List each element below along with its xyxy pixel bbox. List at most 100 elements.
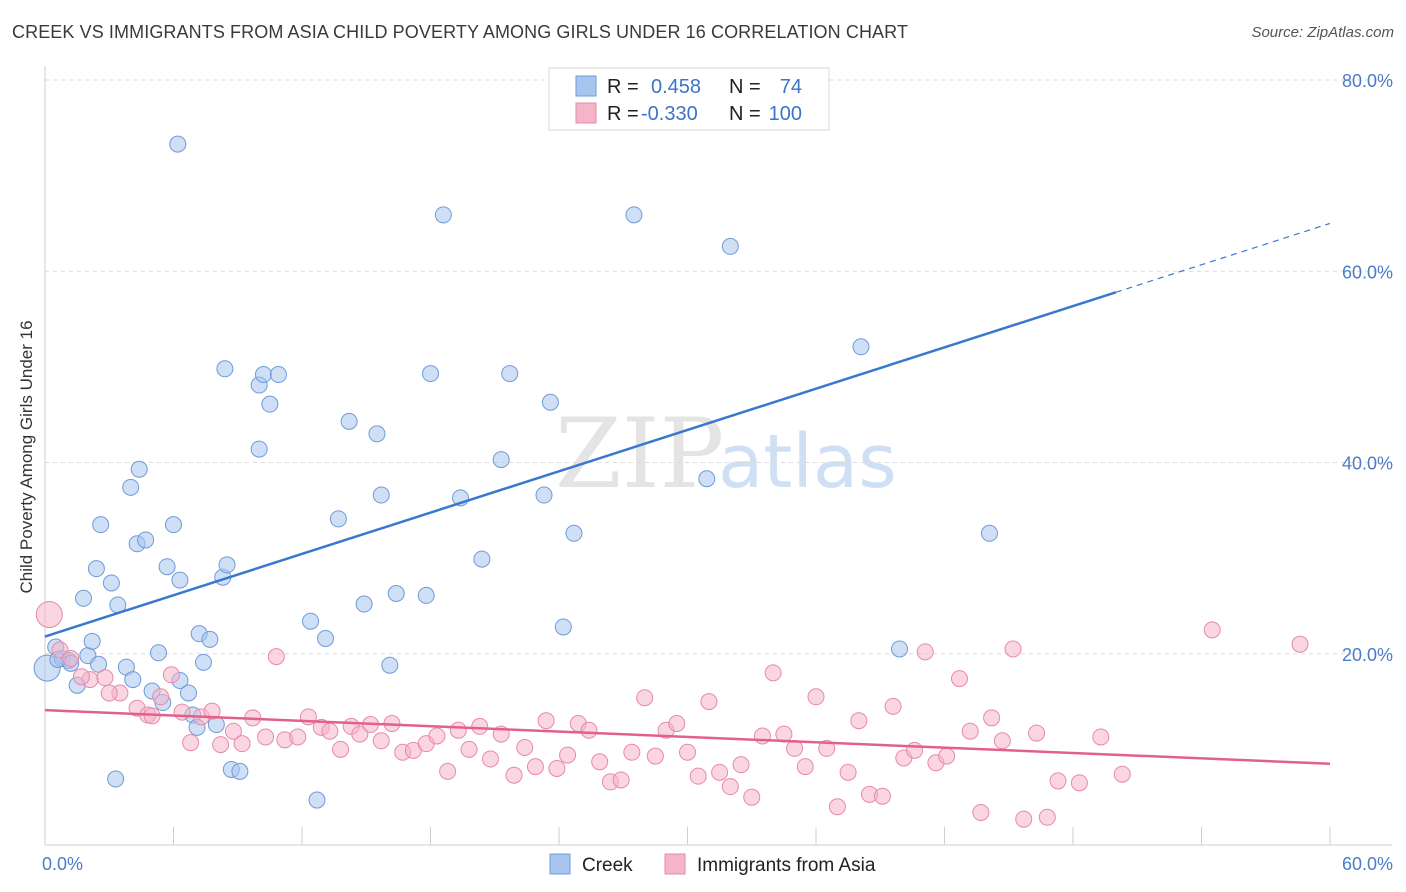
creek-point <box>165 516 182 534</box>
x-tick-label: 0.0% <box>42 854 83 874</box>
creek-point <box>387 585 405 603</box>
creek-point <box>107 770 125 788</box>
asia-point <box>623 743 641 761</box>
creek-point <box>417 586 435 604</box>
asia-point <box>96 669 114 687</box>
creek-point <box>355 595 373 613</box>
creek-point <box>124 671 142 689</box>
asia-point <box>850 712 868 730</box>
asia-point <box>612 771 630 789</box>
y-axis-label: Child Poverty Among Girls Under 16 <box>17 320 36 593</box>
creek-point <box>329 510 347 528</box>
creek-point <box>102 574 120 592</box>
asia-point <box>505 766 523 784</box>
asia-point <box>732 756 750 774</box>
legend-swatch-asia <box>575 102 597 124</box>
asia-point <box>591 753 609 771</box>
asia-point <box>559 746 577 764</box>
asia-point <box>873 787 891 805</box>
asia-point <box>471 717 489 735</box>
creek-point <box>492 451 510 469</box>
legend-n-label: N = <box>729 76 761 98</box>
creek-point <box>169 135 187 153</box>
asia-point <box>1203 621 1221 639</box>
asia-point <box>439 762 457 780</box>
creek-point <box>852 338 870 356</box>
legend-r-label: R = <box>607 76 639 98</box>
asia-point <box>972 803 990 821</box>
asia-point <box>906 741 924 759</box>
creek-point <box>216 360 234 378</box>
creek-point <box>372 486 390 504</box>
creek-point <box>535 486 553 504</box>
creek-point <box>980 524 998 542</box>
asia-point <box>916 643 934 661</box>
asia-point <box>162 666 180 684</box>
creek-point <box>171 571 189 589</box>
asia-point <box>449 721 467 739</box>
series-legend: Creek Immigrants from Asia <box>549 853 876 876</box>
creek-point <box>87 560 105 578</box>
asia-point <box>332 740 350 758</box>
asia-point <box>1092 728 1110 746</box>
asia-point <box>516 738 534 756</box>
legend-swatch-creek <box>575 75 597 97</box>
creek-point <box>122 478 140 496</box>
asia-point <box>267 648 285 666</box>
creek-point <box>434 206 452 224</box>
grid-lines <box>45 79 1392 655</box>
asia-point <box>1113 765 1131 783</box>
creek-point <box>218 556 236 574</box>
asia-point <box>1028 724 1046 742</box>
asia-point <box>173 703 191 721</box>
legend-n-label: N = <box>729 103 761 125</box>
creek-point <box>625 206 643 224</box>
creek-point <box>422 365 439 383</box>
creek-trend-line <box>44 291 1117 638</box>
creek-point <box>150 644 168 662</box>
asia-point <box>203 702 221 720</box>
asia-point <box>580 721 598 739</box>
y-tick-label: 80.0% <box>1342 71 1393 91</box>
legend-n-value: 74 <box>780 76 802 98</box>
asia-point <box>884 697 902 715</box>
y-tick-label: 40.0% <box>1342 454 1393 474</box>
asia-point <box>689 767 707 785</box>
creek-point <box>698 470 716 488</box>
legend-swatch-asia-bottom <box>664 853 686 875</box>
creek-point <box>565 524 583 542</box>
asia-point <box>753 727 771 745</box>
asia-point <box>212 736 230 754</box>
creek-point <box>368 425 386 443</box>
creek-point <box>158 558 176 576</box>
asia-point <box>646 747 664 765</box>
creek-point <box>92 516 110 534</box>
y-tick-label: 20.0% <box>1342 645 1393 665</box>
creek-point <box>194 653 212 671</box>
asia-point <box>526 758 544 776</box>
legend-series-name: Creek <box>582 855 633 876</box>
asia-point <box>1004 640 1022 658</box>
creek-point <box>891 640 909 658</box>
creek-point <box>308 791 326 809</box>
source-label: Source: ZipAtlas.com <box>1251 24 1394 41</box>
asia-point <box>257 728 275 746</box>
asia-point <box>796 758 814 776</box>
creek-point <box>473 550 491 568</box>
creek-point <box>201 630 219 648</box>
asia-point <box>828 798 846 816</box>
asia-point <box>372 732 390 750</box>
asia-point <box>993 732 1011 750</box>
legend-series-name: Immigrants from Asia <box>697 855 876 876</box>
asia-point <box>839 763 857 781</box>
asia-point <box>428 727 446 745</box>
stats-legend: R = 0.458 N = 74 R = -0.330 N = 100 <box>548 67 830 131</box>
creek-point <box>340 412 358 430</box>
asia-point <box>711 763 729 781</box>
creek-point <box>317 629 335 647</box>
asia-point <box>1038 808 1056 826</box>
asia-point <box>351 725 369 743</box>
creek-point <box>137 531 155 549</box>
trend-lines <box>44 222 1331 765</box>
